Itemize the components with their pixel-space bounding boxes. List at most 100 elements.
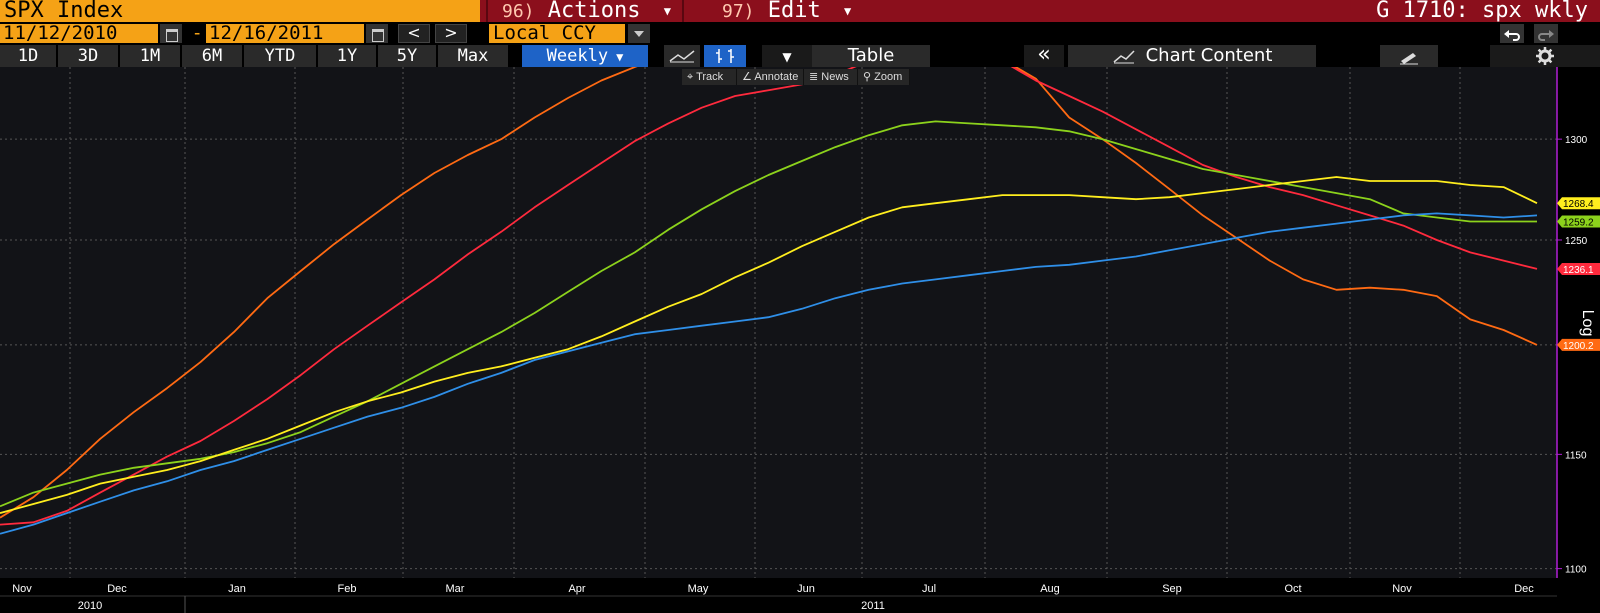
currency-field[interactable]: Local CCY [489, 24, 625, 43]
x-tick-label: Nov [1392, 583, 1412, 595]
actions-menu-label: Actions [547, 0, 641, 23]
last-value-label: 1236.1 [1557, 262, 1600, 276]
news-icon: ≣ [809, 71, 822, 83]
crosshair-icon: ⌖ [687, 71, 697, 83]
series-line-red[interactable] [0, 67, 1538, 526]
redo-button[interactable] [1534, 24, 1558, 43]
range-5y-button[interactable]: 5Y [378, 45, 438, 67]
chart-background [0, 67, 1600, 613]
news-button[interactable]: ≣ News [804, 69, 858, 85]
edit-menu-label: Edit [767, 0, 821, 23]
chart-title: G 1710: spx wkly [1376, 0, 1588, 23]
calendar-icon[interactable] [366, 24, 388, 43]
x-tick-label: Apr [568, 583, 585, 595]
last-value-tag [1557, 262, 1600, 275]
zoom-button[interactable]: ⚲ Zoom [858, 69, 910, 85]
series-line-blue[interactable] [0, 212, 1538, 535]
annotate-tool-button[interactable] [1380, 45, 1438, 67]
prev-period-button[interactable]: < [398, 24, 430, 43]
y-tick-label: 1150 [1565, 450, 1587, 461]
actions-menu[interactable]: 96) Actions ▼ [486, 0, 680, 22]
date-bar: 11/12/2010 - 12/16/2011 < > Local CCY [0, 22, 1600, 43]
frequency-label: Weekly [546, 46, 609, 66]
pencil-icon [1400, 53, 1418, 65]
y-axis-label: Log [1579, 310, 1596, 337]
last-value-label: 1268.4 [1557, 197, 1600, 210]
range-3d-button[interactable]: 3D [58, 45, 120, 67]
x-tick-label: Feb [338, 583, 357, 595]
chevron-down-icon: ▼ [844, 4, 852, 18]
range-ytd-button[interactable]: YTD [244, 45, 318, 67]
line-chart[interactable]: Nov Dec Jan Feb Mar Apr May Jun Jul Aug Sep Oct Nov D… [0, 67, 1600, 613]
undo-button[interactable] [1500, 24, 1524, 43]
settings-button[interactable] [1490, 45, 1600, 67]
calendar-icon[interactable] [160, 24, 182, 43]
last-value-text: 1236.1 [1563, 265, 1594, 276]
zoom-label: Zoom [874, 71, 903, 83]
security-field[interactable]: SPX Index [0, 0, 480, 22]
gear-icon [1536, 47, 1554, 65]
edit-menu[interactable]: 97) Edit ▼ [682, 0, 878, 22]
y-axis-background [1557, 67, 1600, 578]
x-tick-label: Jun [797, 583, 815, 595]
redo-icon [1538, 30, 1554, 41]
actions-menu-number: 96) [502, 1, 535, 22]
collapse-button[interactable]: « [1024, 44, 1064, 67]
annotate-label: Annotate [754, 71, 799, 83]
ohlc-bar-icon [716, 49, 734, 63]
last-value-tag [1557, 197, 1600, 210]
frequency-dropdown[interactable]: Weekly ▼ [522, 45, 650, 67]
x-tick-label: Mar [446, 583, 465, 595]
range-1d-button[interactable]: 1D [0, 45, 58, 67]
last-value-label: 1200.2 [1557, 338, 1600, 352]
x-tick-label: Nov [12, 583, 32, 595]
x-tick-label: Dec [107, 583, 127, 595]
x-tick-label: Jan [228, 583, 246, 595]
year-label: 2011 [861, 600, 885, 612]
edit-menu-number: 97) [722, 1, 755, 22]
annotate-button[interactable]: ∠ Annotate [737, 69, 804, 85]
series-line-orange[interactable] [0, 67, 1538, 519]
last-value-tag [1557, 215, 1600, 228]
x-tick-label: Dec [1514, 583, 1534, 595]
chevron-down-icon: ▼ [663, 4, 671, 18]
track-tool-button[interactable]: ⌖ Track [682, 69, 737, 85]
chart-content-button[interactable]: Chart Content [1068, 45, 1316, 67]
last-value-text: 1200.2 [1563, 341, 1594, 352]
annotate-icon: ∠ [742, 71, 755, 83]
table-button[interactable]: Table [812, 45, 930, 67]
track-tool-label: Track [696, 71, 724, 83]
undo-icon [1504, 30, 1520, 41]
zoom-icon: ⚲ [863, 71, 875, 83]
year-label: 2010 [78, 600, 102, 612]
chart-type-dropdown[interactable]: ▼ [762, 45, 812, 67]
series-line-yellow[interactable] [0, 176, 1538, 514]
x-tick-label: Aug [1040, 583, 1060, 595]
chart-content-label: Chart Content [1145, 45, 1273, 66]
title-bar: SPX Index 96) Actions ▼ 97) Edit ▼ G 171… [0, 0, 1600, 22]
range-1m-button[interactable]: 1M [120, 45, 182, 67]
chevron-down-icon[interactable] [628, 24, 650, 43]
range-max-button[interactable]: Max [438, 45, 510, 67]
last-value-tag [1557, 338, 1600, 351]
date-separator: - [194, 23, 201, 44]
last-value-label: 1259.2 [1557, 215, 1600, 229]
line-chart-button[interactable] [664, 45, 700, 67]
start-date-field[interactable]: 11/12/2010 [0, 24, 158, 43]
chevron-down-icon: ▼ [616, 50, 624, 64]
x-tick-label: Jul [922, 583, 936, 595]
bar-chart-button[interactable] [704, 45, 746, 67]
y-tick-label: 1300 [1565, 135, 1588, 146]
y-tick-label: 1100 [1565, 565, 1587, 576]
range-1y-button[interactable]: 1Y [318, 45, 378, 67]
range-bar: 1D 3D 1M 6M YTD 1Y 5Y Max Weekly ▼ ▼ Tabl… [0, 44, 1600, 67]
x-tick-label: Sep [1162, 583, 1182, 595]
end-date-field[interactable]: 12/16/2011 [206, 24, 364, 43]
x-tick-label: Oct [1284, 583, 1301, 595]
last-value-text: 1268.4 [1563, 199, 1594, 210]
x-tick-label: May [688, 583, 709, 595]
range-6m-button[interactable]: 6M [182, 45, 244, 67]
next-period-button[interactable]: > [435, 24, 467, 43]
chart-content-icon [1113, 50, 1135, 64]
y-tick-label: 1250 [1565, 236, 1588, 247]
